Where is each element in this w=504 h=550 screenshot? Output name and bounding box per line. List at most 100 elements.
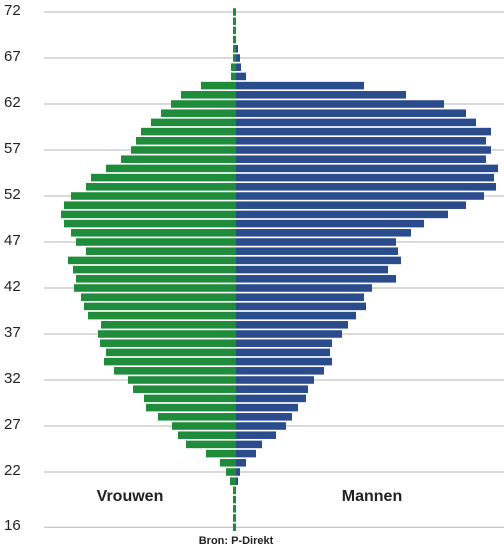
bar xyxy=(236,72,246,81)
bar xyxy=(86,183,236,191)
bar xyxy=(131,146,236,154)
bar xyxy=(236,173,494,182)
bar xyxy=(236,201,466,209)
bars xyxy=(61,8,498,531)
bar xyxy=(231,72,236,81)
bar xyxy=(236,357,332,366)
bar xyxy=(181,91,236,99)
y-tick-label: 42 xyxy=(4,278,21,295)
bar xyxy=(88,311,236,320)
y-tick-label: 27 xyxy=(4,416,21,433)
bar xyxy=(236,219,424,228)
bar xyxy=(76,238,236,246)
bar xyxy=(233,26,236,35)
bar xyxy=(226,468,236,476)
bar xyxy=(114,367,236,375)
bar xyxy=(61,210,236,219)
bar xyxy=(233,35,236,44)
bar xyxy=(106,348,236,357)
bar xyxy=(100,339,236,347)
bar xyxy=(236,45,238,53)
labels: 16 22 27 32 37 42 47 52 57 62 67 72 Vrouwen Mannen xyxy=(4,2,402,534)
legend-label: Vrouwen xyxy=(97,488,164,505)
bar xyxy=(141,127,236,136)
bar xyxy=(128,376,236,384)
bar xyxy=(64,201,236,209)
y-tick-label: 72 xyxy=(4,2,21,19)
bar xyxy=(230,477,236,485)
bar xyxy=(76,275,236,283)
bar xyxy=(236,440,262,449)
bar xyxy=(64,219,236,228)
bar xyxy=(236,330,342,338)
bar xyxy=(236,367,324,375)
bar xyxy=(220,459,236,467)
bar xyxy=(172,422,236,430)
bar xyxy=(233,523,236,531)
bar xyxy=(236,403,298,412)
bar xyxy=(71,192,236,200)
bar xyxy=(236,302,366,311)
bar xyxy=(74,284,236,292)
bar xyxy=(91,173,236,182)
y-tick-label: 47 xyxy=(4,232,21,249)
bar xyxy=(236,137,486,145)
bar xyxy=(236,385,308,393)
bar xyxy=(136,137,236,145)
bar xyxy=(71,229,236,237)
bar xyxy=(236,477,238,485)
bar xyxy=(233,505,236,513)
bar xyxy=(236,210,448,219)
bar xyxy=(81,293,236,301)
bar xyxy=(236,459,246,467)
bar xyxy=(236,247,398,255)
bar xyxy=(236,321,348,329)
bar xyxy=(236,275,396,283)
bar xyxy=(236,449,256,458)
bar xyxy=(236,229,411,237)
bar xyxy=(236,118,476,127)
y-tick-label: 22 xyxy=(4,462,21,479)
bar xyxy=(236,183,496,191)
bar xyxy=(98,330,236,338)
bar xyxy=(236,109,466,117)
bar xyxy=(161,109,236,117)
bar xyxy=(233,486,236,495)
y-tick-label: 67 xyxy=(4,48,21,65)
bar xyxy=(151,118,236,127)
bar xyxy=(236,413,292,421)
bar xyxy=(236,339,332,347)
bar xyxy=(178,431,236,439)
y-tick-label: 62 xyxy=(4,94,21,111)
bar xyxy=(236,376,314,384)
bar xyxy=(236,155,486,163)
bar xyxy=(233,495,236,504)
bar xyxy=(236,265,388,274)
y-tick-label: 32 xyxy=(4,370,21,387)
bar xyxy=(236,348,330,357)
bar xyxy=(73,265,236,274)
bar xyxy=(206,449,236,458)
bar xyxy=(121,155,236,163)
bar xyxy=(236,164,498,173)
bar xyxy=(233,514,236,522)
bar xyxy=(231,63,236,71)
bar xyxy=(106,164,236,173)
bar xyxy=(236,146,491,154)
bar xyxy=(233,17,236,25)
bar xyxy=(144,394,236,403)
bar xyxy=(236,81,364,90)
bar xyxy=(101,321,236,329)
bar xyxy=(236,422,286,430)
bar xyxy=(68,256,236,265)
bar xyxy=(171,100,236,108)
bar xyxy=(236,284,372,292)
bar xyxy=(236,431,276,439)
y-tick-label: 52 xyxy=(4,186,21,203)
bar xyxy=(236,256,401,265)
bar xyxy=(236,394,306,403)
bar xyxy=(201,81,236,90)
bar xyxy=(133,385,236,393)
source: Bron: P-Direkt xyxy=(199,535,274,547)
